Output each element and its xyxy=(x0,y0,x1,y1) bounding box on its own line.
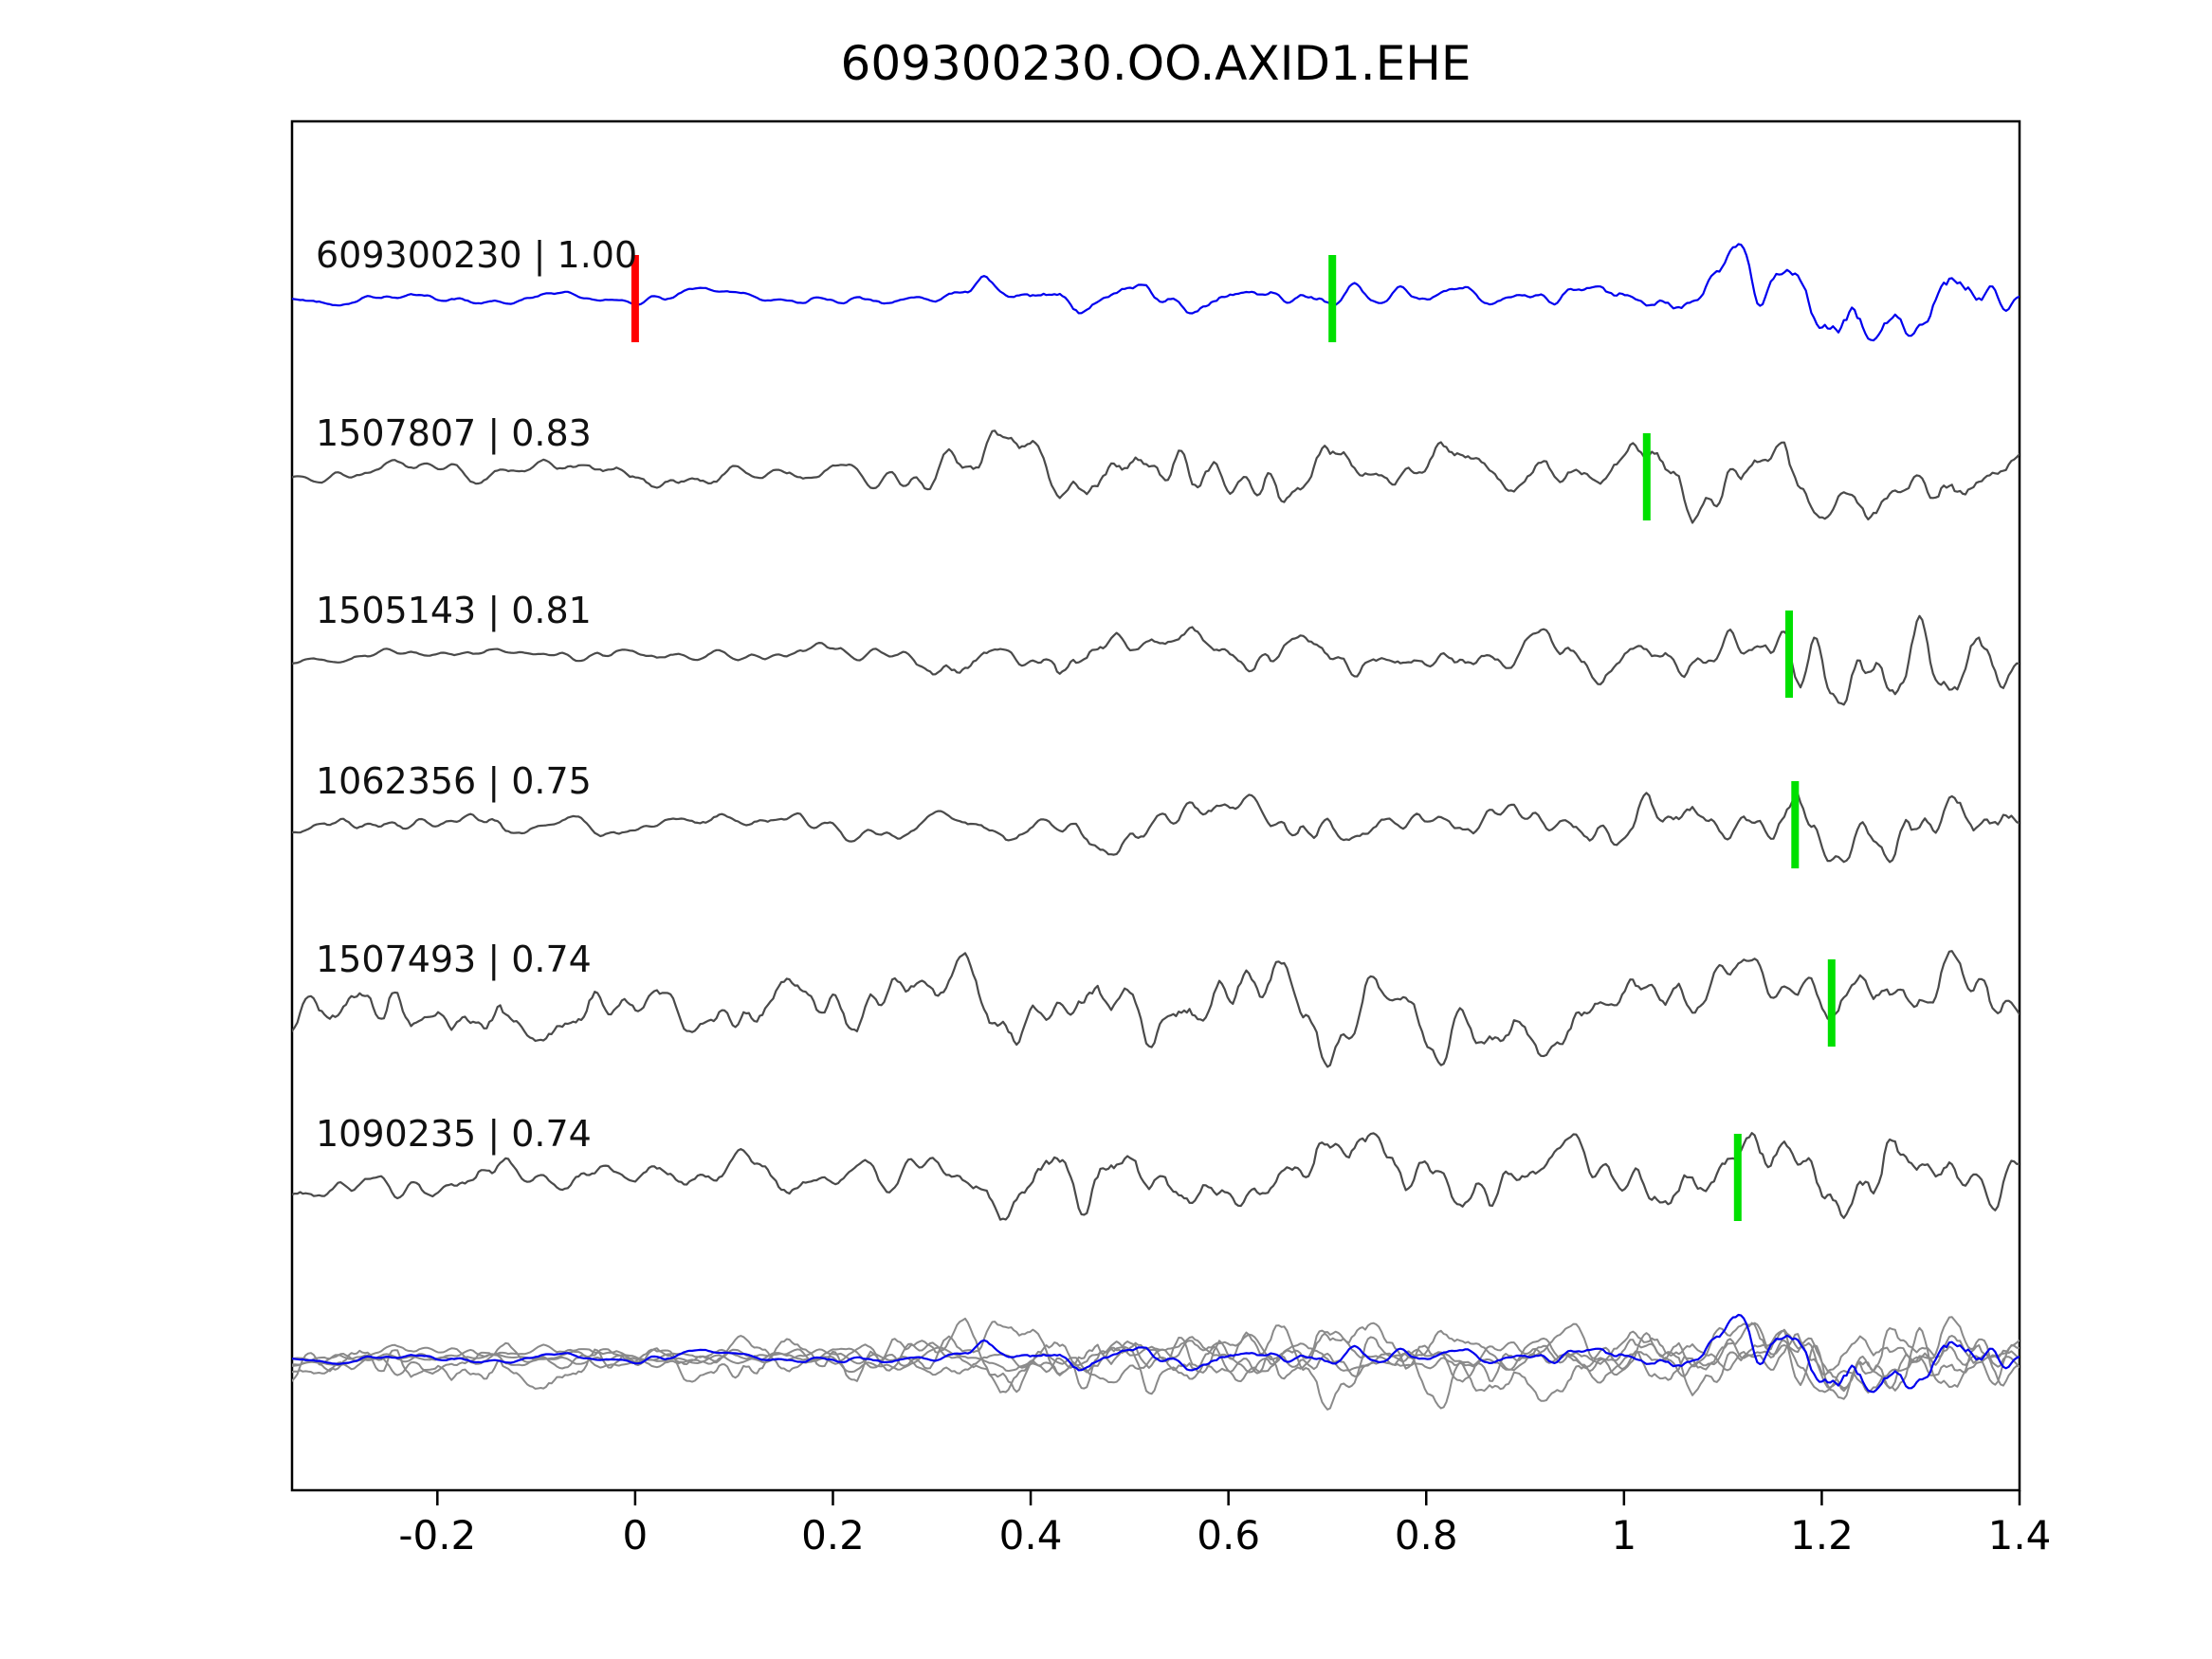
trace-label-609300230: 609300230 | 1.00 xyxy=(316,234,637,277)
x-tick-label: 0.2 xyxy=(801,1512,865,1559)
trace-1507807 xyxy=(292,429,2020,524)
x-tick-label: 1 xyxy=(1611,1512,1636,1559)
pick-marker-1090235 xyxy=(1733,1134,1742,1221)
origin-marker-609300230 xyxy=(631,255,639,342)
pick-marker-1505143 xyxy=(1785,611,1793,698)
overlay-trace-1505143 xyxy=(292,1326,2020,1400)
x-tick-label: 0.4 xyxy=(999,1512,1063,1559)
x-tick-label: -0.2 xyxy=(398,1512,476,1559)
x-tick-label: 0 xyxy=(623,1512,649,1559)
pick-marker-1062356 xyxy=(1791,781,1800,868)
trace-label-1090235: 1090235 | 0.74 xyxy=(316,1113,592,1156)
trace-1505143 xyxy=(292,614,2020,706)
trace-label-1062356: 1062356 | 0.75 xyxy=(316,760,592,803)
pick-marker-609300230 xyxy=(1328,255,1337,342)
chart-title: 609300230.OO.AXID1.EHE xyxy=(841,36,1472,91)
overlay-trace-1507807 xyxy=(292,1321,2020,1396)
traces-layer: 609300230 | 1.00 1507807 | 0.83 1505143 | … xyxy=(292,234,2020,1411)
trace-label-1505143: 1505143 | 0.81 xyxy=(316,590,592,632)
overlay-trace-1507493 xyxy=(292,1316,2020,1411)
trace-1090235 xyxy=(292,1132,2020,1221)
x-tick-label: 0.8 xyxy=(1395,1512,1458,1559)
trace-609300230 xyxy=(292,243,2020,342)
trace-1507493 xyxy=(292,950,2020,1068)
pick-marker-1507493 xyxy=(1827,959,1836,1047)
pick-marker-1507807 xyxy=(1642,433,1651,520)
x-tick-label: 1.4 xyxy=(1988,1512,2052,1559)
trace-label-1507493: 1507493 | 0.74 xyxy=(316,939,592,981)
x-axis: -0.2 0 0.2 0.4 0.6 0.8 1 1.2 1.4 xyxy=(398,1490,2051,1559)
x-tick-label: 0.6 xyxy=(1197,1512,1260,1559)
plot-border xyxy=(290,119,2021,1492)
overlay-trace-query xyxy=(292,1313,2020,1394)
x-tick-label: 1.2 xyxy=(1790,1512,1854,1559)
trace-label-1507807: 1507807 | 0.83 xyxy=(316,412,592,455)
overlay-trace-1062356 xyxy=(292,1332,2020,1390)
trace-1062356 xyxy=(292,792,2020,864)
